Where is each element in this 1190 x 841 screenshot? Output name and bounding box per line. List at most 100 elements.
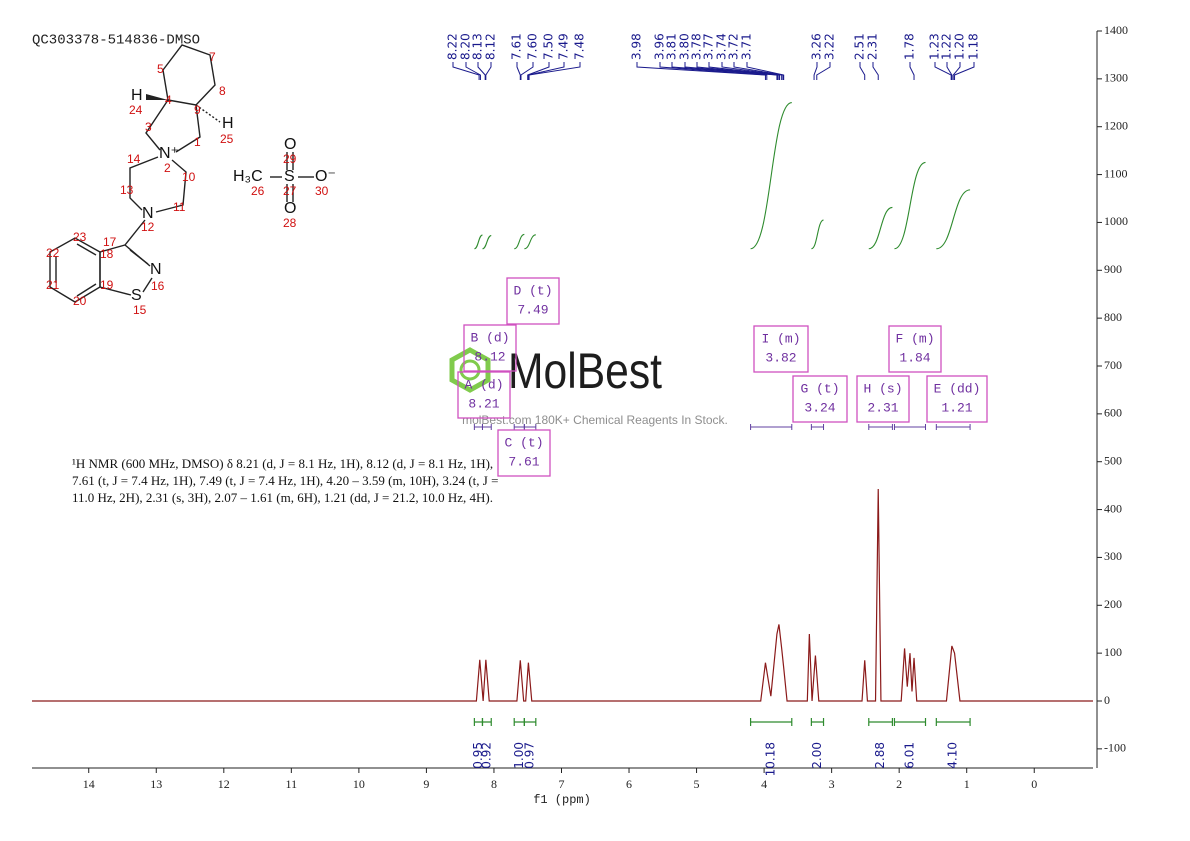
integral-range xyxy=(523,718,537,726)
atom-number: 7 xyxy=(209,50,216,64)
multiplet-box xyxy=(463,324,517,372)
peak-connector xyxy=(527,62,550,80)
peak-connector xyxy=(671,62,778,80)
peak-connector xyxy=(708,62,781,80)
atom-symbol: N xyxy=(150,261,162,278)
integral-curve xyxy=(524,234,536,250)
peak-label: 8.13 xyxy=(471,33,485,60)
atom-number: 24 xyxy=(129,103,143,117)
multiplet-value: 7.49 xyxy=(517,302,548,317)
atom-number: 30 xyxy=(315,184,329,198)
atom-number: 29 xyxy=(283,152,297,166)
integral-range xyxy=(473,718,484,726)
peak-connector xyxy=(528,62,581,80)
peak-connector xyxy=(516,62,521,80)
y-tick-label: 500 xyxy=(1104,453,1122,467)
peak-connector xyxy=(485,62,492,80)
peak-label: 8.22 xyxy=(446,33,460,60)
bond xyxy=(76,243,97,256)
multiplet-box xyxy=(457,371,511,419)
atom-number: 11 xyxy=(173,200,186,214)
x-tick-label: 6 xyxy=(626,777,632,791)
bond xyxy=(129,156,159,211)
multiplet-range xyxy=(750,424,793,430)
watermark-logo: MolBest xyxy=(508,343,662,399)
atom-number: 18 xyxy=(100,247,114,261)
multiplet-label: H (s) xyxy=(863,381,902,396)
peak-connector xyxy=(859,62,866,80)
atom-number: 15 xyxy=(133,303,147,317)
peak-label: 3.78 xyxy=(690,33,704,60)
peak-label: 3.80 xyxy=(678,33,692,60)
x-tick-label: 2 xyxy=(896,777,902,791)
integral-label: 6.01 xyxy=(902,742,916,769)
peak-label: 3.72 xyxy=(727,33,741,60)
y-tick-label: 1300 xyxy=(1104,71,1128,85)
peak-label: 3.98 xyxy=(630,33,644,60)
atom-number: 14 xyxy=(127,152,141,166)
peak-label: 2.31 xyxy=(866,33,880,60)
atom-number: 4 xyxy=(165,93,172,107)
integral-label: 0.97 xyxy=(523,742,537,769)
peak-connector xyxy=(684,62,779,80)
x-tick-label: 14 xyxy=(83,777,95,791)
y-tick-label: 1100 xyxy=(1104,166,1128,180)
multiplet-label: I (m) xyxy=(761,331,800,346)
peak-label: 3.22 xyxy=(823,33,837,60)
integral-range xyxy=(935,718,971,726)
atom-number: 5 xyxy=(157,62,164,76)
multiplet-box xyxy=(497,429,551,477)
peak-connector xyxy=(909,62,915,80)
atom-symbol: O⁻ xyxy=(315,168,336,185)
multiplet-value: 7.61 xyxy=(508,454,539,469)
integral-range xyxy=(893,718,927,726)
atom-number: 20 xyxy=(73,294,87,308)
atom-symbol: H₃C xyxy=(233,168,263,185)
integral-range xyxy=(868,718,894,726)
bond xyxy=(124,219,146,246)
peak-label: 8.20 xyxy=(459,33,473,60)
atom-symbol: H xyxy=(131,87,143,104)
y-tick-label: 800 xyxy=(1104,310,1122,324)
multiplet-value: 1.21 xyxy=(941,400,972,415)
multiplet-value: 8.21 xyxy=(468,396,499,411)
x-tick-label: 8 xyxy=(491,777,497,791)
integral-label: 0.95 xyxy=(471,742,485,769)
multiplet-box xyxy=(753,325,809,373)
structure: H H N⁺ N N S H₃C S O⁻ O O 5 7 8 4 9 3 1 … xyxy=(46,44,336,317)
integral-curve xyxy=(936,189,971,250)
atom-number: 12 xyxy=(141,220,155,234)
bond xyxy=(145,99,169,151)
multiplet-box xyxy=(506,277,560,325)
atom-number: 22 xyxy=(46,246,60,260)
peak-label: 7.61 xyxy=(510,33,524,60)
peak-label: 3.96 xyxy=(653,33,667,60)
atom-number: 16 xyxy=(151,279,165,293)
x-tick-label: 11 xyxy=(286,777,298,791)
atom-number: 8 xyxy=(219,84,226,98)
integral-range xyxy=(810,718,825,726)
x-tick-label: 7 xyxy=(558,777,564,791)
y-tick-label: 200 xyxy=(1104,597,1122,611)
atom-number: 28 xyxy=(283,216,297,230)
peak-connector xyxy=(527,62,565,80)
chart-title: QC303378-514836-DMSO xyxy=(32,33,200,49)
peak-label: 7.48 xyxy=(573,33,587,60)
integral-curve xyxy=(811,219,824,250)
multiplet-value: 3.24 xyxy=(804,400,835,415)
y-tick-label: 1200 xyxy=(1104,118,1128,132)
multiplet-label: F (m) xyxy=(895,331,934,346)
peak-connector xyxy=(813,62,818,80)
atom-number: 27 xyxy=(283,184,297,198)
bond xyxy=(129,249,149,265)
multiplet-label: E (dd) xyxy=(934,381,981,396)
multiplet-label: D (t) xyxy=(513,283,552,298)
x-tick-label: 5 xyxy=(694,777,700,791)
x-tick-label: 4 xyxy=(761,777,767,791)
peak-label: 1.23 xyxy=(928,33,942,60)
multiplet-range xyxy=(868,424,893,430)
x-tick-label: 12 xyxy=(218,777,230,791)
multiplet-label: G (t) xyxy=(800,381,839,396)
atom-symbol: S xyxy=(284,168,295,185)
